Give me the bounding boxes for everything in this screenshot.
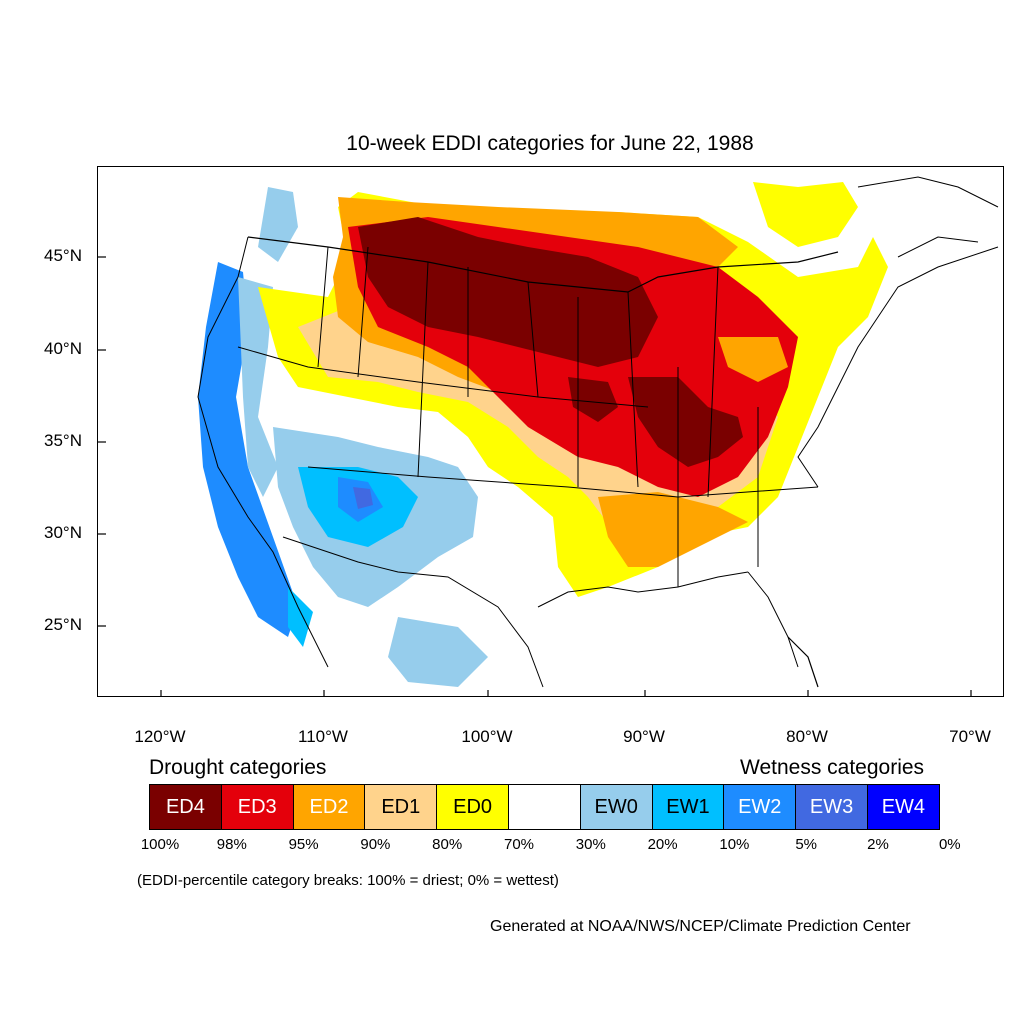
lat-label-45: 45°N	[44, 246, 82, 265]
percentile-label: 98%	[216, 836, 247, 853]
lon-label-90: 90°W	[623, 727, 665, 746]
lat-label-30: 30°N	[44, 523, 82, 542]
lat-label-40: 40°N	[44, 339, 82, 358]
lat-label-35: 35°N	[44, 431, 82, 450]
legend-cell-ed2: ED2	[292, 784, 366, 830]
legend-cell-ew4: EW4	[866, 784, 940, 830]
legend-cell-ed3: ED3	[220, 784, 294, 830]
legend-cell-ed0: ED0	[436, 784, 509, 830]
percentile-label: 80%	[432, 836, 463, 853]
legend-cell-ew2: EW2	[723, 784, 797, 830]
percentile-label: 5%	[795, 836, 818, 853]
wetness-categories-heading: Wetness categories	[740, 756, 925, 779]
percentile-label: 20%	[647, 836, 678, 853]
lon-label-120: 120°W	[134, 727, 186, 746]
percentile-label: 2%	[867, 836, 889, 853]
legend-cell-ew3: EW3	[795, 784, 868, 830]
drought-categories-heading: Drought categories	[149, 756, 327, 779]
lon-label-80: 80°W	[786, 727, 828, 746]
drought-regions	[258, 182, 888, 597]
legend-cell-ed4: ED4	[149, 784, 222, 830]
lon-label-70: 70°W	[949, 727, 991, 746]
map-canvas	[98, 176, 999, 696]
lat-label-25: 25°N	[44, 615, 82, 634]
percentile-label: 30%	[575, 836, 606, 853]
eddi-map	[97, 166, 1004, 697]
wetness-regions	[198, 187, 488, 687]
percentile-label: 70%	[503, 836, 535, 853]
legend-cell-ew1: EW1	[651, 784, 725, 830]
legend-cell-neutral	[507, 784, 581, 830]
axis-ticks	[98, 256, 972, 696]
percentile-label: 10%	[719, 836, 750, 853]
map-title: 10-week EDDI categories for June 22, 198…	[346, 132, 754, 155]
percentile-label: 0%	[938, 836, 961, 853]
credit-line: Generated at NOAA/NWS/NCEP/Climate Predi…	[490, 918, 911, 935]
percentile-label: 90%	[360, 836, 391, 853]
boundaries	[197, 176, 999, 688]
lon-label-110: 110°W	[298, 727, 348, 746]
percentile-label: 95%	[288, 836, 319, 853]
legend-note: (EDDI-percentile category breaks: 100% =…	[137, 872, 559, 889]
category-legend: ED4 ED3 ED2 ED1 ED0 EW0 EW1 EW2 EW3 EW4	[149, 784, 940, 830]
percentile-label: 100%	[140, 836, 180, 853]
legend-cell-ew0: EW0	[579, 784, 653, 830]
lon-label-100: 100°W	[461, 727, 513, 746]
legend-cell-ed1: ED1	[364, 784, 438, 830]
